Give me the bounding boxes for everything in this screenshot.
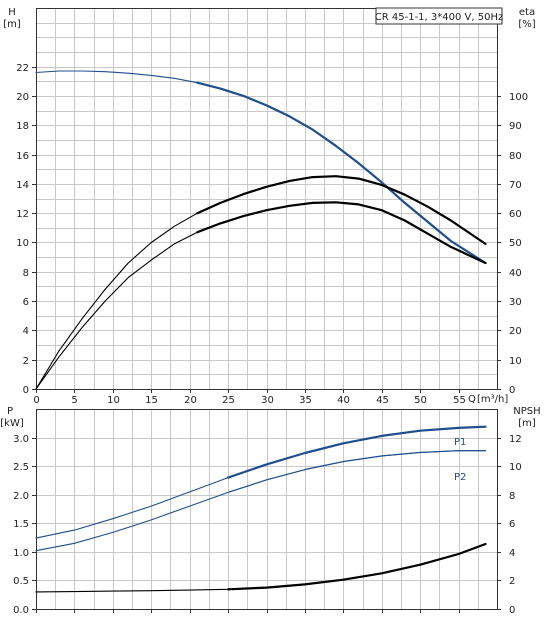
- hq-series-0-line: [35, 70, 487, 264]
- series-layer: [35, 70, 487, 593]
- y-tick-label: 0.5: [13, 576, 29, 587]
- hq-series-1-duty-section: [196, 201, 487, 265]
- y-tick-label: 0.0: [13, 605, 29, 616]
- y-tick-label: 16: [16, 151, 29, 162]
- y2-tick-label: 2: [509, 576, 515, 587]
- y-tick-label: 18: [16, 121, 29, 132]
- x-tick-label: 40: [337, 395, 350, 406]
- x-tick-label: 35: [299, 395, 312, 406]
- y-tick-label: 8: [23, 268, 29, 279]
- x-tick-label: 5: [71, 395, 77, 406]
- hq-series-2-line: [35, 175, 487, 390]
- y-tick-label: 6: [23, 297, 29, 308]
- y2-tick-label: 12: [509, 434, 522, 445]
- y-tick-label: 10: [16, 238, 29, 249]
- x-tick-label: 55: [453, 395, 466, 406]
- y2-tick-label: 40: [509, 268, 522, 279]
- npsh-axis-unit: [m]: [518, 418, 536, 429]
- y2-tick-label: 0: [509, 385, 515, 396]
- legend-label-p1: P1: [454, 437, 466, 448]
- y-tick-label: 22: [16, 63, 29, 74]
- x-tick-label: 15: [145, 395, 158, 406]
- y2-tick-label: 100: [509, 92, 528, 103]
- y-tick-label: 2: [23, 356, 29, 367]
- x-tick-label: 50: [414, 395, 427, 406]
- p-axis-unit: [kW]: [0, 418, 24, 429]
- y2-tick-label: 4: [509, 548, 515, 559]
- y-tick-label: 0: [23, 385, 29, 396]
- y2-tick-label: 6: [509, 519, 515, 530]
- eta-axis-label: eta: [519, 7, 535, 18]
- x-tick-label: 10: [107, 395, 120, 406]
- x-tick-label: 0: [33, 395, 39, 406]
- y-tick-label: 2.5: [13, 462, 29, 473]
- grid-layer: [36, 8, 497, 609]
- tick-layer: 0246810121416182022010203040506070809010…: [13, 63, 528, 616]
- power-series-0-duty-section: [227, 425, 487, 479]
- y2-tick-label: 8: [509, 491, 515, 502]
- q-axis-unit: [m³/h]: [477, 394, 508, 405]
- y2-tick-label: 80: [509, 151, 522, 162]
- x-tick-label: 45: [376, 395, 389, 406]
- y-tick-label: 20: [16, 92, 29, 103]
- y2-tick-label: 50: [509, 238, 522, 249]
- y-tick-label: 1.5: [13, 519, 29, 530]
- p-axis-label: P: [7, 406, 13, 417]
- x-tick-label: 20: [184, 395, 197, 406]
- x-tick-label: 30: [261, 395, 274, 406]
- hq-series-2-duty-section: [196, 175, 487, 245]
- power-series-0-line: [35, 426, 487, 539]
- y-tick-label: 12: [16, 209, 29, 220]
- q-axis-label: Q: [468, 394, 476, 405]
- y2-tick-label: 70: [509, 180, 522, 191]
- y2-tick-label: 0: [509, 605, 515, 616]
- y2-tick-label: 30: [509, 297, 522, 308]
- legend-label-p2: P2: [454, 472, 466, 483]
- y-tick-label: 14: [16, 180, 29, 191]
- y2-tick-label: 60: [509, 209, 522, 220]
- y2-tick-label: 10: [509, 356, 522, 367]
- power-series-1-duty-section: [227, 450, 487, 493]
- x-tick-label: 25: [222, 395, 235, 406]
- title-box-border: [375, 7, 503, 25]
- power-series-2-duty-section: [227, 542, 487, 591]
- eta-axis-unit: [%]: [518, 19, 535, 30]
- hq-series-0-duty-section: [196, 81, 487, 265]
- power-series-2-line: [35, 543, 487, 593]
- y-tick-label: 2.0: [13, 491, 29, 502]
- y2-tick-label: 10: [509, 462, 522, 473]
- y2-tick-label: 90: [509, 121, 522, 132]
- y-tick-label: 1.0: [13, 548, 29, 559]
- y-tick-label: 3.0: [13, 434, 29, 445]
- h-axis-unit: [m]: [3, 19, 21, 30]
- title-box: CR 45-1-1, 3*400 V, 50Hz: [375, 7, 503, 25]
- h-axis-label: H: [8, 7, 16, 18]
- y2-tick-label: 20: [509, 326, 522, 337]
- npsh-axis-label: NPSH: [513, 406, 540, 417]
- chart-title: CR 45-1-1, 3*400 V, 50Hz: [375, 12, 503, 23]
- y-tick-label: 4: [23, 326, 29, 337]
